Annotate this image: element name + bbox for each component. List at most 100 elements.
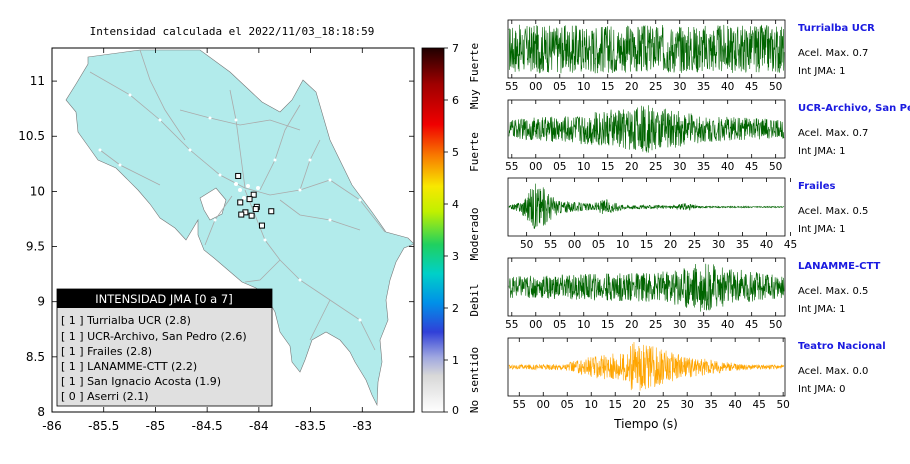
lat-tick-label: 10	[30, 184, 45, 198]
colorbar-label-moderado: Moderado	[468, 208, 481, 261]
legend-item: [ 1 ] UCR-Archivo, San Pedro (2.6)	[61, 330, 247, 343]
intensity-colorbar: 7 6 5 4 3 2 1 0 Muy Fuerte Fuerte Moderado Debi…	[421, 42, 481, 417]
lon-tick-label: -85	[146, 419, 166, 433]
time-tick-label: 40	[721, 161, 734, 173]
colorbar-label-fuerte: Fuerte	[468, 132, 481, 172]
station-marker	[268, 208, 275, 215]
station-name: Frailes	[798, 181, 836, 192]
int-jma: Int JMA: 1	[798, 304, 846, 315]
time-tick-label: 35	[704, 399, 717, 411]
legend-title-bar	[57, 289, 272, 308]
lat-tick-label: 8	[37, 405, 45, 419]
time-tick-label: 15	[640, 239, 653, 251]
acel-max: Acel. Max. 0.5	[798, 286, 868, 297]
waveform-panel: 50 55 00 05 10 15 20 25 30 35 40 45 Frailes Acel. Max…	[507, 177, 868, 251]
legend-item: [ 1 ] Frailes (2.8)	[61, 345, 152, 358]
colorbar-tick-label: 0	[452, 404, 459, 417]
road-network	[89, 49, 386, 351]
station-markers	[235, 172, 275, 229]
time-tick-label: 05	[592, 239, 605, 251]
time-tick-label: 45	[745, 81, 758, 93]
time-tick-label: 50	[520, 239, 533, 251]
time-tick-label: 20	[625, 161, 638, 173]
costa-rica-land	[65, 49, 414, 407]
time-tick-label: 10	[577, 319, 590, 331]
station-marker	[238, 211, 245, 218]
time-tick-label: 20	[633, 399, 646, 411]
time-tick-label: 40	[721, 81, 734, 93]
waveform-panel: 55 00 05 10 15 20 25 30 35 40 45 50 LANAMME-CTT Acel.…	[505, 257, 880, 331]
time-tick-label: 30	[673, 319, 686, 331]
time-tick-label: 15	[601, 161, 614, 173]
lon-tick-label: -83	[352, 419, 372, 433]
acel-max: Acel. Max. 0.7	[798, 128, 868, 139]
lon-tick-label: -86	[42, 419, 62, 433]
acel-max: Acel. Max. 0.7	[798, 48, 868, 59]
station-name: LANAMME-CTT	[798, 261, 880, 272]
time-tick-label: 20	[625, 319, 638, 331]
station-marker	[248, 212, 255, 219]
acel-max: Acel. Max. 0.5	[798, 206, 868, 217]
time-tick-label: 05	[561, 399, 574, 411]
time-tick-label: 00	[568, 239, 581, 251]
time-tick-label: 15	[601, 81, 614, 93]
lat-tick-label: 11	[30, 74, 45, 88]
time-tick-label: 05	[553, 161, 566, 173]
time-axis-label: Tiempo (s)	[613, 417, 678, 431]
time-tick-label: 30	[673, 81, 686, 93]
waveform-panel: 55 00 05 10 15 20 25 30 35 40 45 50 Turrialba UCR Ace…	[505, 19, 875, 93]
time-tick-label: 50	[769, 319, 782, 331]
time-tick-label: 25	[688, 239, 701, 251]
time-tick-label: 55	[513, 399, 526, 411]
time-tick-label: 00	[537, 399, 550, 411]
time-tick-label: 55	[544, 239, 557, 251]
time-tick-label: 00	[529, 161, 542, 173]
time-tick-label: 55	[505, 81, 518, 93]
time-tick-label: 35	[736, 239, 749, 251]
time-tick-label: 55	[505, 319, 518, 331]
time-tick-label: 15	[609, 399, 622, 411]
waveform-panel: 55 00 05 10 15 20 25 30 35 40 45 50 UCR-Archivo, San…	[505, 99, 910, 173]
time-tick-label: 25	[649, 319, 662, 331]
waveform-trace	[508, 105, 785, 153]
colorbar-label-no-sentido: No sentido	[468, 347, 481, 413]
lat-tick-label: 10.5	[18, 129, 45, 143]
time-tick-label: 05	[553, 81, 566, 93]
station-marker	[235, 172, 242, 179]
time-tick-label: 50	[769, 81, 782, 93]
time-tick-label: 10	[616, 239, 629, 251]
station-name: Turrialba UCR	[798, 23, 875, 34]
time-tick-label: 05	[553, 319, 566, 331]
time-tick-label: 15	[601, 319, 614, 331]
int-jma: Int JMA: 0	[798, 384, 846, 395]
nicoya-gulf	[199, 187, 227, 221]
time-tick-label: 40	[760, 239, 773, 251]
legend-item: [ 1 ] LANAMME-CTT (2.2)	[61, 360, 197, 373]
waveform-trace	[508, 342, 785, 391]
legend-title: INTENSIDAD JMA [0 a 7]	[95, 292, 232, 306]
time-tick-label: 25	[649, 161, 662, 173]
colorbar-tick-label: 7	[452, 42, 459, 55]
station-marker	[258, 222, 265, 229]
time-tick-label: 55	[505, 161, 518, 173]
lon-tick-label: -83.5	[295, 419, 326, 433]
colorbar-label-debil: Debil	[468, 283, 481, 316]
time-tick-label: 25	[657, 399, 670, 411]
station-marker	[252, 206, 259, 213]
colorbar-label-muy-fuerte: Muy Fuerte	[468, 43, 481, 109]
waveform-panels: 55 00 05 10 15 20 25 30 35 40 45 50 Turrialba UCR Ace…	[505, 19, 910, 411]
time-tick-label: 30	[712, 239, 725, 251]
time-tick-label: 35	[697, 81, 710, 93]
colorbar-tick-label: 1	[452, 354, 459, 367]
map-title: Intensidad calculada el 2022/11/03_18:18…	[90, 25, 375, 38]
waveform-panel: 55 00 05 10 15 20 25 30 35 40 45 50 Teatro Nacional A…	[507, 337, 886, 411]
lon-tick-label: -85.5	[88, 419, 119, 433]
colorbar-gradient	[421, 47, 445, 413]
legend-item: [ 1 ] San Ignacio Acosta (1.9)	[61, 375, 221, 388]
time-tick-label: 10	[577, 81, 590, 93]
time-tick-label: 40	[728, 399, 741, 411]
intensity-legend: INTENSIDAD JMA [0 a 7] [ 1 ] Turrialba U…	[56, 288, 273, 407]
colorbar-tick-label: 4	[452, 198, 459, 211]
